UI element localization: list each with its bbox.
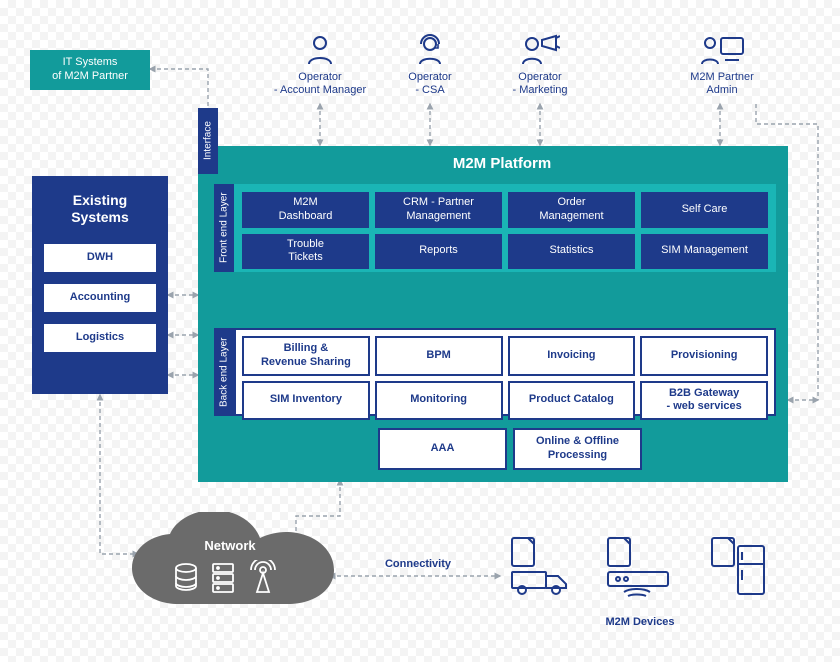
- fe-crm-partner: CRM - Partner Management: [375, 192, 502, 228]
- person-icon: [303, 32, 337, 66]
- be-sim-inventory: SIM Inventory: [242, 381, 370, 421]
- database-icon: [172, 562, 200, 594]
- fe-order-management: Order Management: [508, 192, 635, 228]
- m2m-devices-group: [508, 532, 798, 622]
- frontend-layer-tab: Front end Layer: [214, 184, 234, 272]
- device-appliance-icon: [708, 536, 768, 598]
- it-systems-partner-box: IT Systems of M2M Partner: [30, 50, 150, 90]
- be-product-catalog: Product Catalog: [508, 381, 636, 421]
- fe-m2m-dashboard: M2M Dashboard: [242, 192, 369, 228]
- existing-systems-title: Existing Systems: [32, 176, 168, 242]
- be-monitoring: Monitoring: [375, 381, 503, 421]
- role-label: M2M Partner Admin: [672, 71, 772, 97]
- role-account-manager: Operator - Account Manager: [268, 32, 372, 97]
- backend-layer-panel: Billing & Revenue Sharing BPM Invoicing …: [234, 328, 776, 416]
- headset-icon: [413, 32, 447, 66]
- be-billing: Billing & Revenue Sharing: [242, 336, 370, 376]
- role-marketing: Operator - Marketing: [498, 32, 582, 97]
- device-truck-icon: [508, 536, 578, 598]
- network-label: Network: [180, 536, 280, 556]
- fe-self-care: Self Care: [641, 192, 768, 228]
- module-dwh: DWH: [42, 242, 158, 274]
- be-provisioning: Provisioning: [640, 336, 768, 376]
- platform-title: M2M Platform: [216, 150, 788, 178]
- monitor-person-icon: [699, 32, 745, 66]
- interface-tab: Interface: [198, 108, 218, 174]
- existing-systems-panel: Existing Systems DWH Accounting Logistic…: [32, 176, 168, 394]
- be-invoicing: Invoicing: [508, 336, 636, 376]
- antenna-icon: [248, 560, 278, 594]
- module-logistics: Logistics: [42, 322, 158, 354]
- fe-reports: Reports: [375, 234, 502, 270]
- backend-layer-tab: Back end Layer: [214, 328, 234, 416]
- be-bpm: BPM: [375, 336, 503, 376]
- role-label: Operator - Marketing: [498, 71, 582, 97]
- megaphone-icon: [520, 32, 560, 66]
- backend-extra-row: AAA Online & Offline Processing: [378, 428, 642, 470]
- be-online-offline: Online & Offline Processing: [513, 428, 642, 470]
- frontend-layer-panel: M2M Dashboard CRM - Partner Management O…: [234, 184, 776, 272]
- m2m-devices-label: M2M Devices: [580, 616, 700, 629]
- connectivity-label: Connectivity: [368, 558, 468, 571]
- role-label: Operator - Account Manager: [268, 71, 372, 97]
- fe-trouble-tickets: Trouble Tickets: [242, 234, 369, 270]
- role-label: Operator - CSA: [390, 71, 470, 97]
- server-icon: [210, 562, 236, 594]
- module-accounting: Accounting: [42, 282, 158, 314]
- role-csa: Operator - CSA: [390, 32, 470, 97]
- fe-statistics: Statistics: [508, 234, 635, 270]
- be-aaa: AAA: [378, 428, 507, 470]
- device-modem-icon: [604, 536, 680, 598]
- role-partner-admin: M2M Partner Admin: [672, 32, 772, 97]
- be-b2b-gateway: B2B Gateway - web services: [640, 381, 768, 421]
- fe-sim-management: SIM Management: [641, 234, 768, 270]
